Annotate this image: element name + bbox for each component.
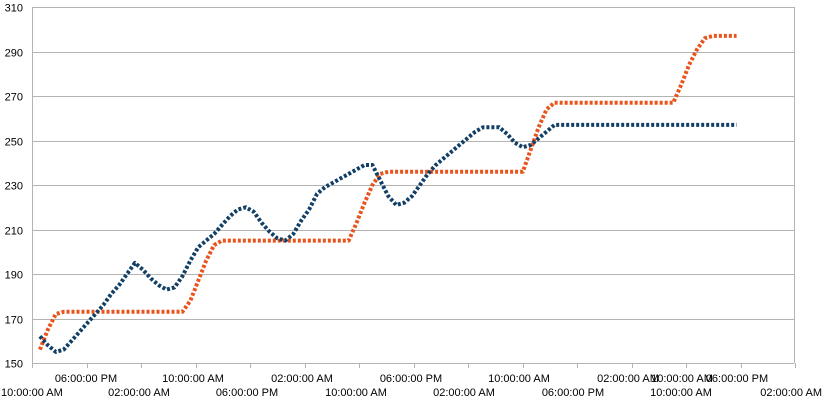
- axes: [32, 7, 796, 368]
- y-tick-labels: 150 170 190 210 230 250 270 290 310: [5, 3, 23, 371]
- y-tick-label: 270: [5, 92, 23, 104]
- x-tick-label: 02:00:00 AM: [597, 373, 659, 385]
- series-lines: [38, 33, 737, 354]
- x-tick-label: 10:00:00 AM: [325, 387, 387, 399]
- x-tick-label: 06:00:00 PM: [216, 387, 278, 399]
- y-tick-label: 290: [5, 48, 23, 60]
- y-tick-label: 230: [5, 181, 23, 193]
- x-tick-label: 10:00:00 AM: [162, 373, 224, 385]
- y-tick-label: 310: [5, 3, 23, 15]
- gridlines: [32, 7, 794, 364]
- y-tick-label: 190: [5, 270, 23, 282]
- y-tick-label: 150: [5, 359, 23, 371]
- y-tick-label: 250: [5, 137, 23, 149]
- y-tick-label: 210: [5, 226, 23, 238]
- x-tick-label: 10:00:00 AM: [1, 387, 63, 399]
- x-tick-label: 10:00:00 AM: [651, 373, 713, 385]
- x-tick-labels: 06:00:00 PM 10:00:00 AM 02:00:00 AM 06:00:0…: [1, 373, 822, 399]
- x-tick-label: 02:00:00 AM: [271, 373, 333, 385]
- x-tick-label: 10:00:00 AM: [488, 373, 550, 385]
- series-line-1: [38, 33, 737, 351]
- x-tick-label: 02:00:00 AM: [108, 387, 170, 399]
- series-line-2: [38, 122, 737, 354]
- y-tick-label: 170: [5, 315, 23, 327]
- x-tick-label: 06:00:00 PM: [542, 387, 604, 399]
- x-tick-label: 02:00:00 AM: [433, 387, 495, 399]
- x-tick-label: 06:00:00 PM: [380, 373, 442, 385]
- x-tick-label: 02:00:00 AM: [760, 387, 822, 399]
- x-tick-label: 06:00:00 PM: [706, 373, 768, 385]
- x-tick-label: 10:00:00 AM: [650, 387, 712, 399]
- x-tick-label: 06:00:00 PM: [55, 373, 117, 385]
